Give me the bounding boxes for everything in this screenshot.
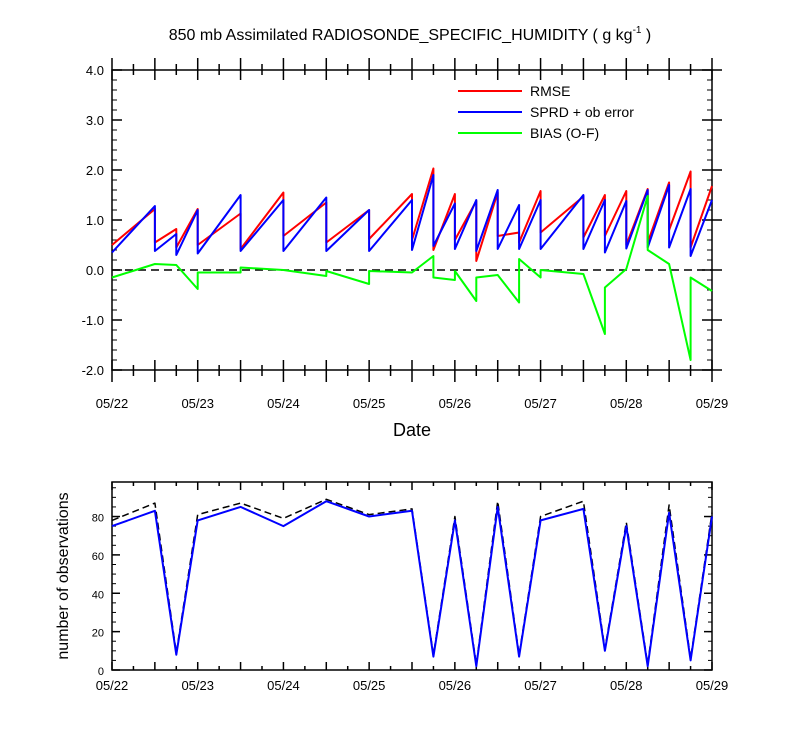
x-tick-label: 05/27: [524, 396, 557, 411]
y-tick-label: 80: [92, 513, 104, 525]
y-tick-label: 60: [92, 551, 104, 563]
series-line-rmse: [111, 167, 713, 262]
top-ticks: 05/22 05/23 05/24 05/25 05/26 05/27 05/28 05/29…: [82, 58, 729, 411]
y-axis-label-observations: number of observations: [55, 492, 72, 659]
x-tick-label: 05/28: [610, 678, 643, 693]
bottom-ticks: 05/22 05/23 05/24 05/25 05/26 05/27 05/28 05/29…: [92, 482, 729, 693]
chart-title-suffix: ): [641, 27, 651, 44]
series-line-sprd-ob-error: [111, 174, 713, 257]
bottom-chart: 05/22 05/23 05/24 05/25 05/26 05/27 05/28 05/29…: [55, 481, 729, 693]
y-tick-label: 3.0: [86, 113, 104, 128]
x-tick-label: 05/25: [353, 396, 386, 411]
x-tick-label: 05/28: [610, 396, 643, 411]
legend: RMSE SPRD + ob error BIAS (O-F): [458, 83, 634, 141]
series-line-assimilated: [111, 500, 713, 668]
legend-sprd-label: SPRD + ob error: [530, 104, 634, 120]
x-tick-label: 05/29: [696, 396, 729, 411]
y-tick-label: 0.0: [86, 263, 104, 278]
series-line-bias-o-f: [111, 195, 713, 361]
y-tick-label: -2.0: [82, 363, 104, 378]
x-axis-label: Date: [393, 420, 431, 440]
y-tick-label: 40: [92, 589, 104, 601]
y-tick-label: 20: [92, 628, 104, 640]
y-tick-label: 4.0: [86, 63, 104, 78]
x-tick-label: 05/26: [439, 678, 472, 693]
y-tick-label: 0: [98, 666, 104, 678]
x-tick-label: 05/23: [181, 396, 214, 411]
y-tick-label: -1.0: [82, 313, 104, 328]
x-tick-label: 05/23: [181, 678, 214, 693]
top-chart: 850 mb Assimilated RADIOSONDE_SPECIFIC_H…: [82, 25, 729, 440]
top-series: [111, 167, 713, 361]
y-tick-label: 1.0: [86, 213, 104, 228]
x-tick-label: 05/22: [96, 396, 129, 411]
legend-rmse-label: RMSE: [530, 83, 570, 99]
x-tick-label: 05/22: [96, 678, 129, 693]
legend-bias-label: BIAS (O-F): [530, 125, 599, 141]
chart-title-main: 850 mb Assimilated RADIOSONDE_SPECIFIC_H…: [169, 27, 633, 44]
x-tick-label: 05/26: [439, 396, 472, 411]
x-tick-label: 05/24: [267, 396, 300, 411]
x-tick-label: 05/29: [696, 678, 729, 693]
x-tick-label: 05/25: [353, 678, 386, 693]
y-tick-label: 2.0: [86, 163, 104, 178]
x-tick-label: 05/27: [524, 678, 557, 693]
series-line-possible: [111, 498, 713, 665]
chart-title-superscript: -1: [633, 25, 642, 36]
chart-title: 850 mb Assimilated RADIOSONDE_SPECIFIC_H…: [169, 25, 652, 44]
bottom-series: [111, 498, 713, 668]
x-tick-label: 05/24: [267, 678, 300, 693]
